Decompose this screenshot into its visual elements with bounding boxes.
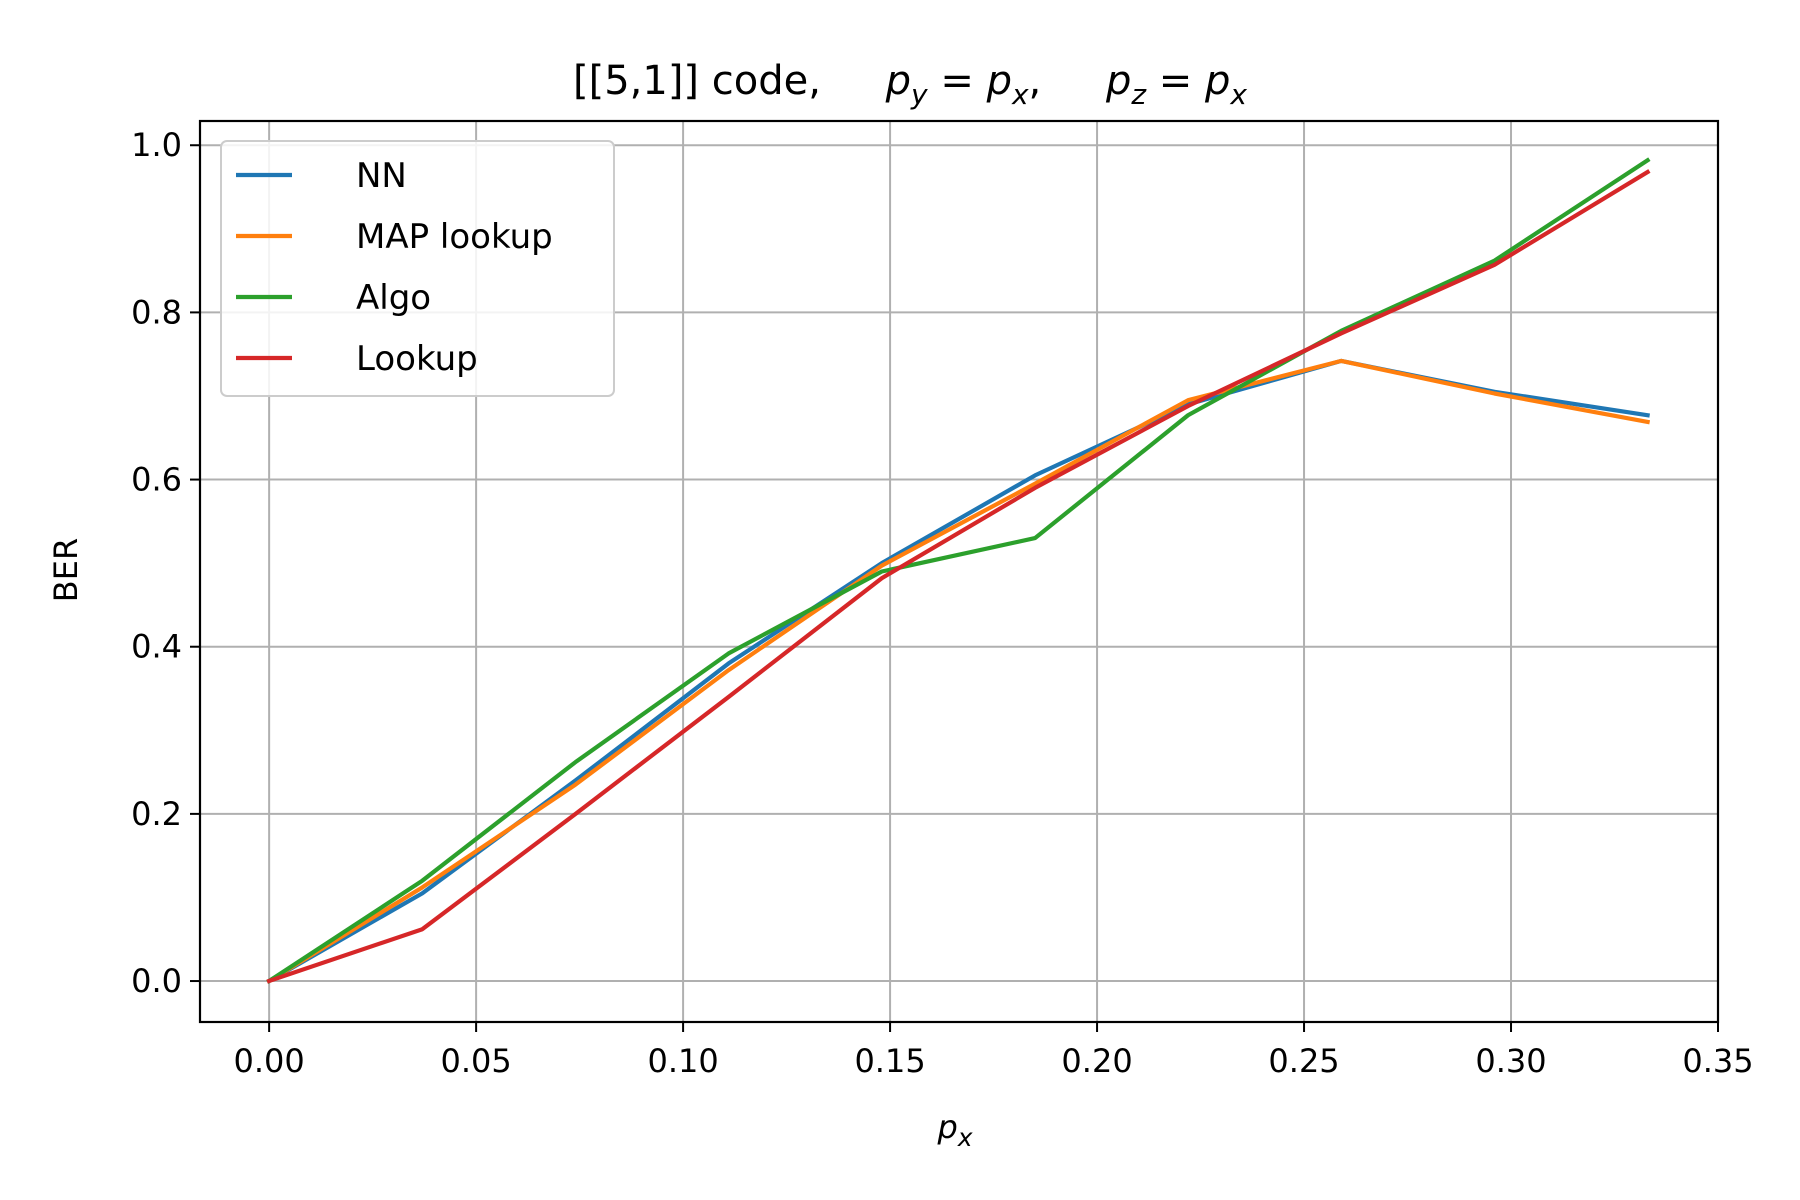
series-line-lookup <box>266 169 1651 984</box>
legend-label-nn: NN <box>356 156 407 196</box>
x-axis-label: px <box>936 1108 972 1152</box>
x-tick-label: 0.15 <box>854 1042 925 1080</box>
x-tick-label: 0.30 <box>1475 1042 1546 1080</box>
title-eq2-rhs-sub: x <box>1229 78 1247 111</box>
chart-title: [[5,1]] code, py = px, pz = px <box>573 58 1247 111</box>
legend-label-lookup: Lookup <box>356 339 478 379</box>
x-tick-label: 0.05 <box>440 1042 511 1080</box>
x-axis-ticks: 0.00 0.05 0.10 0.15 0.20 0.25 0.30 0.35 <box>234 1022 1754 1080</box>
title-eq2-rhs: p <box>1204 58 1230 104</box>
series-line-algo <box>266 157 1651 984</box>
y-tick-label: 0.8 <box>131 293 182 331</box>
series-line-map-lookup <box>266 358 1651 984</box>
title-eq1-lhs: p <box>885 58 911 104</box>
legend: NN MAP lookup Algo Lookup <box>220 140 615 397</box>
title-eq1-op: = <box>928 58 987 104</box>
legend-label-algo: Algo <box>356 278 431 318</box>
title-eq2-lhs-sub: z <box>1130 78 1147 111</box>
title-eq1-rhs: p <box>986 58 1012 104</box>
title-eq2-lhs: p <box>1105 58 1131 104</box>
grid <box>200 121 1719 1022</box>
title-eq2-op: = <box>1146 58 1205 104</box>
title-prefix: [[5,1]] code, <box>573 58 821 104</box>
x-tick-label: 0.20 <box>1061 1042 1132 1080</box>
y-tick-label: 0.0 <box>131 962 182 1000</box>
title-eq1-lhs-sub: y <box>910 78 928 111</box>
y-axis-label: BER <box>47 538 85 602</box>
y-tick-label: 0.4 <box>131 628 182 666</box>
plot-frame <box>198 119 1720 1024</box>
y-axis-ticks: 0.0 0.2 0.4 0.6 0.8 1.0 <box>131 126 200 1000</box>
y-tick-label: 1.0 <box>131 126 182 164</box>
y-tick-label: 0.2 <box>131 795 182 833</box>
legend-label-map-lookup: MAP lookup <box>356 217 553 257</box>
x-tick-label: 0.35 <box>1682 1042 1753 1080</box>
x-tick-label: 0.00 <box>234 1042 305 1080</box>
title-eq1-trail: , <box>1029 58 1042 104</box>
x-tick-label: 0.10 <box>647 1042 718 1080</box>
x-tick-label: 0.25 <box>1268 1042 1339 1080</box>
legend-box <box>220 140 615 397</box>
x-axis-label-sub: x <box>957 1123 973 1152</box>
title-eq1-rhs-sub: x <box>1011 78 1029 111</box>
x-axis-label-main: p <box>936 1108 957 1146</box>
y-tick-label: 0.6 <box>131 461 182 499</box>
series-lines <box>266 157 1651 984</box>
